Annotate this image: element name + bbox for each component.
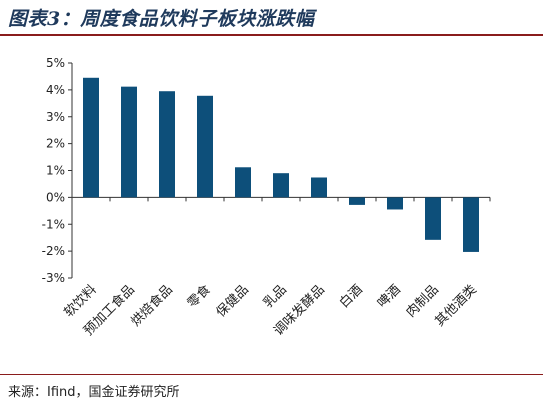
y-tick-label: 3%	[46, 110, 65, 124]
bar	[197, 95, 213, 198]
chart-title: 图表3：周度食品饮料子板块涨跌幅	[8, 8, 315, 30]
bar	[349, 197, 365, 205]
y-tick-label: 5%	[46, 56, 65, 70]
y-tick-label: -2%	[42, 244, 65, 258]
source-note: 来源：Ifind，国金证券研究所	[8, 385, 180, 400]
y-tick-label: 2%	[46, 137, 65, 151]
bar	[159, 91, 175, 198]
bar	[311, 177, 327, 198]
bar	[425, 197, 441, 240]
bar	[387, 197, 403, 210]
y-tick-label: 1%	[46, 164, 65, 178]
y-tick-label: 4%	[46, 83, 65, 97]
bar	[463, 197, 479, 252]
bar	[235, 167, 251, 198]
category-label: 烘焙食品	[128, 282, 176, 330]
y-tick-label: -1%	[42, 217, 65, 231]
y-tick-label: 0%	[46, 190, 65, 204]
bar	[273, 173, 289, 198]
category-label: 保健品	[214, 282, 252, 320]
bar	[121, 86, 137, 198]
category-label: 白酒	[336, 282, 366, 312]
footer-divider	[0, 374, 543, 375]
title-divider	[0, 34, 543, 36]
category-label: 零食	[184, 282, 214, 312]
bar	[83, 77, 99, 198]
category-label: 乳品	[261, 282, 290, 311]
category-label: 其他酒类	[432, 282, 479, 329]
y-tick-label: -3%	[42, 271, 65, 285]
category-label: 啤酒	[375, 282, 404, 311]
